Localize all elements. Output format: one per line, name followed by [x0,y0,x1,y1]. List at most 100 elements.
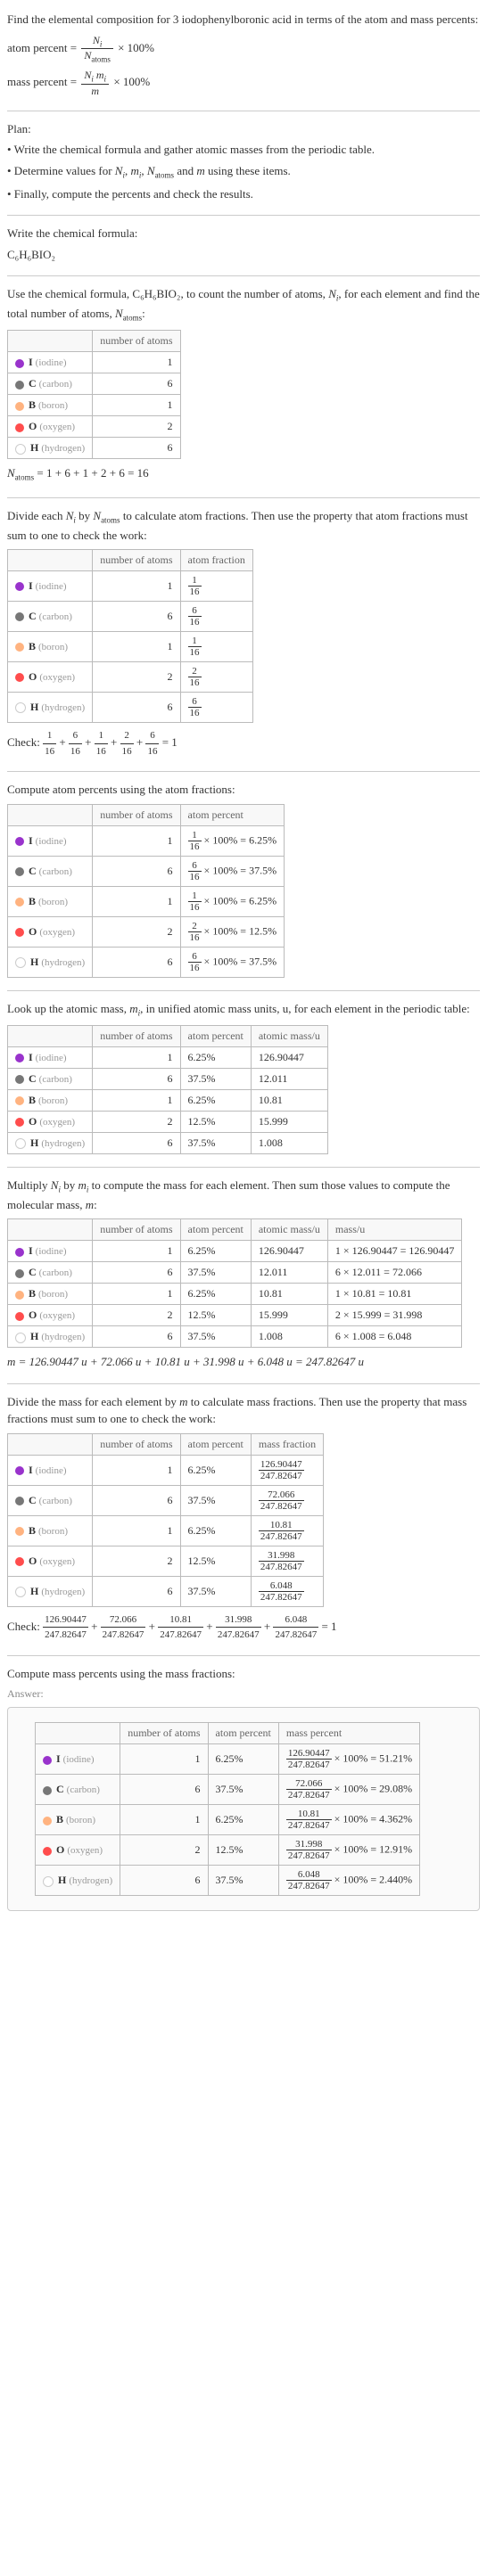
formula-label: Write the chemical formula: [7,225,480,242]
atom-fractions: Divide each Ni by Natoms to calculate at… [7,507,480,759]
intro-text: Find the elemental composition for 3 iod… [7,11,480,29]
element-cell: I (iodine) [8,571,93,602]
atom-count-table: number of atoms I (iodine)1C (carbon)6B … [7,330,181,459]
table-row: C (carbon)637.5%72.066247.82647 × 100% =… [36,1775,420,1805]
atom-percents: Compute atom percents using the atom fra… [7,781,480,978]
table-row: I (iodine)1 [8,352,181,373]
atompct-text: Compute atom percents using the atom fra… [7,781,480,799]
element-cell: B (boron) [8,395,93,416]
element-cell: B (boron) [8,1284,93,1305]
element-cell: B (boron) [36,1805,120,1835]
table-row: H (hydrogen)6 [8,438,181,459]
table-row: C (carbon)6616 [8,602,253,632]
table-row: B (boron)16.25%10.81 [8,1089,328,1111]
count-text: Use the chemical formula, C₆H₆BIO₂, to c… [7,285,480,324]
element-cell: C (carbon) [8,1262,93,1284]
count-atoms: Use the chemical formula, C₆H₆BIO₂, to c… [7,285,480,484]
table-row: O (oxygen)212.5%15.9992 × 15.999 = 31.99… [8,1305,462,1326]
answer-box: number of atomsatom percentmass percent … [7,1707,480,1911]
molmass-sum: m = 126.90447 u + 72.066 u + 10.81 u + 3… [7,1353,480,1371]
element-cell: O (oxygen) [36,1835,120,1866]
element-cell: H (hydrogen) [8,1326,93,1348]
mass-fractions: Divide the mass for each element by m to… [7,1393,480,1643]
plan-b1: • Write the chemical formula and gather … [7,141,480,159]
plan: Plan: • Write the chemical formula and g… [7,120,480,203]
table-row: C (carbon)6 [8,373,181,395]
table-row: I (iodine)16.25%126.90447 [8,1046,328,1068]
table-row: C (carbon)637.5%72.066247.82647 [8,1485,324,1515]
atom-fraction-table: number of atomsatom fraction I (iodine)1… [7,549,253,723]
element-cell: H (hydrogen) [36,1866,120,1896]
element-cell: H (hydrogen) [8,1132,93,1153]
table-row: I (iodine)16.25%126.904471 × 126.90447 =… [8,1241,462,1262]
table-row: H (hydrogen)637.5%6.048247.82647 × 100% … [36,1866,420,1896]
table-row: B (boron)16.25%10.81247.82647 [8,1515,324,1546]
table-row: O (oxygen)2216 × 100% = 12.5% [8,916,285,947]
answer-label: Answer: [7,1686,480,1702]
atomfrac-text: Divide each Ni by Natoms to calculate at… [7,507,480,545]
table-row: H (hydrogen)6616 × 100% = 37.5% [8,947,285,977]
table-row: H (hydrogen)637.5%1.0086 × 1.008 = 6.048 [8,1326,462,1348]
element-cell: C (carbon) [8,373,93,395]
table-row: C (carbon)637.5%12.011 [8,1068,328,1089]
atomfrac-check: Check: 116 + 616 + 116 + 216 + 616 = 1 [7,728,480,759]
element-cell: I (iodine) [8,825,93,856]
table-row: I (iodine)1116 [8,571,253,602]
table-row: H (hydrogen)637.5%1.008 [8,1132,328,1153]
molmass-text: Multiply Ni by mi to compute the mass fo… [7,1177,480,1214]
element-cell: I (iodine) [8,1241,93,1262]
element-cell: H (hydrogen) [8,438,93,459]
table-row: B (boron)16.25%10.81247.82647 × 100% = 4… [36,1805,420,1835]
atomic-mass: Look up the atomic mass, mi, in unified … [7,1000,480,1154]
massfrac-check: Check: 126.90447247.82647 + 72.066247.82… [7,1612,480,1643]
table-row: O (oxygen)212.5%31.998247.82647 [8,1546,324,1576]
element-cell: I (iodine) [8,352,93,373]
element-cell: C (carbon) [8,856,93,886]
table-row: H (hydrogen)637.5%6.048247.82647 [8,1576,324,1606]
masspct-text: Compute mass percents using the mass fra… [7,1665,480,1683]
element-cell: O (oxygen) [8,916,93,947]
element-cell: B (boron) [8,1515,93,1546]
element-cell: I (iodine) [36,1744,120,1775]
mass-percent-formula: mass percent = Ni mim × 100% [7,69,480,97]
molecular-mass: Multiply Ni by mi to compute the mass fo… [7,1177,480,1371]
table-row: O (oxygen)212.5%15.999 [8,1111,328,1132]
element-cell: B (boron) [8,1089,93,1111]
table-row: O (oxygen)2216 [8,662,253,693]
plan-b3: • Finally, compute the percents and chec… [7,185,480,203]
element-cell: C (carbon) [8,602,93,632]
table-row: O (oxygen)2 [8,416,181,438]
element-cell: I (iodine) [8,1455,93,1485]
table-row: H (hydrogen)6616 [8,693,253,723]
element-cell: C (carbon) [8,1068,93,1089]
atomic-mass-table: number of atomsatom percentatomic mass/u… [7,1025,328,1154]
element-cell: O (oxygen) [8,1546,93,1576]
table-row: O (oxygen)212.5%31.998247.82647 × 100% =… [36,1835,420,1866]
table-row: C (carbon)637.5%12.0116 × 12.011 = 72.06… [8,1262,462,1284]
element-cell: O (oxygen) [8,416,93,438]
natoms-sum: Natoms = 1 + 6 + 1 + 2 + 6 = 16 [7,464,480,484]
intro: Find the elemental composition for 3 iod… [7,11,480,98]
element-cell: C (carbon) [8,1485,93,1515]
table-row: I (iodine)1116 × 100% = 6.25% [8,825,285,856]
atom-percent-table: number of atomsatom percent I (iodine)11… [7,804,285,978]
element-cell: O (oxygen) [8,1111,93,1132]
plan-title: Plan: [7,120,480,138]
plan-b2: • Determine values for Ni, mi, Natoms an… [7,162,480,182]
chemical-formula: Write the chemical formula: C₆H₆BIO₂ [7,225,480,263]
element-cell: H (hydrogen) [8,947,93,977]
element-cell: H (hydrogen) [8,1576,93,1606]
atom-percent-formula: atom percent = NiNatoms × 100% [7,34,480,64]
massfrac-text: Divide the mass for each element by m to… [7,1393,480,1428]
element-cell: H (hydrogen) [8,693,93,723]
element-cell: B (boron) [8,886,93,916]
table-row: B (boron)16.25%10.811 × 10.81 = 10.81 [8,1284,462,1305]
table-row: I (iodine)16.25%126.90447247.82647 [8,1455,324,1485]
table-row: B (boron)1116 [8,632,253,662]
table-row: C (carbon)6616 × 100% = 37.5% [8,856,285,886]
atomicmass-text: Look up the atomic mass, mi, in unified … [7,1000,480,1020]
element-cell: O (oxygen) [8,662,93,693]
table-row: B (boron)1116 × 100% = 6.25% [8,886,285,916]
formula-value: C₆H₆BIO₂ [7,246,480,264]
element-cell: C (carbon) [36,1775,120,1805]
